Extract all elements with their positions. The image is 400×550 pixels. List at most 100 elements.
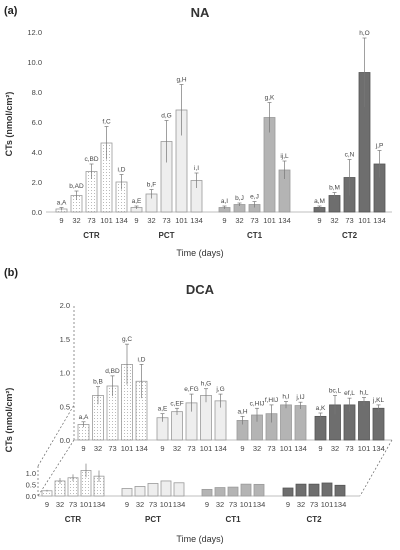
data-label: e,FG xyxy=(184,386,198,393)
x-tick-label-front: 134 xyxy=(93,500,106,509)
data-label: d,BD xyxy=(105,368,120,375)
bar-front xyxy=(240,483,252,497)
x-tick-label: 73 xyxy=(250,216,258,225)
x-tick-label: 9 xyxy=(240,444,244,453)
data-label: a,A xyxy=(57,200,67,207)
bar-front xyxy=(295,483,307,497)
y-tick-label: 4.0 xyxy=(32,148,42,157)
panel-b-xlabel: Time (days) xyxy=(176,534,223,544)
y-tick-label-front: 0.0 xyxy=(26,492,36,501)
x-tick-label-front: 32 xyxy=(136,500,144,509)
x-tick-label-front: 134 xyxy=(173,500,186,509)
x-tick-label: 134 xyxy=(190,216,203,225)
data-label: c,N xyxy=(345,152,355,159)
group-label: CT1 xyxy=(225,515,241,524)
data-label: j,P xyxy=(375,143,384,150)
data-label: g,K xyxy=(265,95,275,102)
data-label: j,KL xyxy=(372,397,385,404)
y-tick-label: 12.0 xyxy=(27,28,42,37)
bar-front xyxy=(134,486,146,497)
bar xyxy=(358,401,370,441)
x-tick-label: 9 xyxy=(318,444,322,453)
x-tick-label-front: 134 xyxy=(253,500,266,509)
x-tick-label-front: 73 xyxy=(149,500,157,509)
data-label: ef,L xyxy=(344,390,355,397)
x-tick-label: 73 xyxy=(345,444,353,453)
x-tick-label: 73 xyxy=(162,216,170,225)
x-tick-label: 32 xyxy=(173,444,181,453)
panel-b-title: DCA xyxy=(186,282,215,297)
x-tick-label-front: 134 xyxy=(334,500,347,509)
data-label: a,E xyxy=(158,406,168,413)
bar-front xyxy=(253,483,265,497)
data-label: j,G xyxy=(215,386,224,393)
x-tick-label-front: 9 xyxy=(286,500,290,509)
panel-b-ylabel: CTs (nmol/cm²) xyxy=(4,388,14,453)
x-tick-label: 73 xyxy=(267,444,275,453)
data-label: bc,L xyxy=(329,387,342,394)
data-label: g,C xyxy=(122,336,132,343)
x-tick-label: 101 xyxy=(100,216,113,225)
y-tick-label-front: 0.5 xyxy=(26,481,36,490)
data-label: a,I xyxy=(221,198,228,205)
x-tick-label-front: 73 xyxy=(229,500,237,509)
x-tick-label-front: 9 xyxy=(45,500,49,509)
panel-a-title: NA xyxy=(191,5,210,20)
x-tick-label: 9 xyxy=(160,444,164,453)
x-tick-label-front: 9 xyxy=(125,500,129,509)
group-label: PCT xyxy=(145,515,161,524)
group-label: CT2 xyxy=(306,515,322,524)
x-tick-label: 9 xyxy=(134,216,138,225)
y-tick-label: 0.5 xyxy=(60,402,70,411)
bar-front xyxy=(214,487,226,497)
x-tick-label: 32 xyxy=(330,216,338,225)
x-tick-label-front: 73 xyxy=(69,500,77,509)
perspective-line xyxy=(359,439,393,497)
bar-front xyxy=(121,488,133,497)
x-tick-label: 32 xyxy=(253,444,261,453)
x-tick-label: 134 xyxy=(278,216,291,225)
x-tick-label: 73 xyxy=(345,216,353,225)
x-tick-label: 73 xyxy=(187,444,195,453)
x-tick-label-front: 32 xyxy=(297,500,305,509)
panel-a-label: (a) xyxy=(4,5,18,17)
data-label: ij,L xyxy=(280,153,289,160)
data-label: e,J xyxy=(250,194,259,201)
x-tick-label: 32 xyxy=(94,444,102,453)
x-tick-label: 32 xyxy=(72,216,80,225)
x-tick-label: 101 xyxy=(121,444,134,453)
y-tick-label: 1.0 xyxy=(60,369,70,378)
y-tick-label-front: 1.0 xyxy=(26,469,36,478)
x-tick-label-front: 9 xyxy=(205,500,209,509)
data-label: a,K xyxy=(316,405,326,412)
data-label: h,G xyxy=(201,381,211,388)
panel-a-ylabel: CTs (nmol/cm²) xyxy=(4,92,14,157)
group-label: PCT xyxy=(159,231,175,240)
panel-a: (a) NA CTs (nmol/cm²) 0.0 2.0 4.0 6.0 8.0 10.… xyxy=(4,5,392,258)
data-label: h,L xyxy=(359,389,368,396)
x-tick-label: 9 xyxy=(59,216,63,225)
x-tick-label: 32 xyxy=(331,444,339,453)
bar-front xyxy=(160,480,172,497)
bar-front xyxy=(334,484,346,497)
data-label: i,I xyxy=(194,165,199,172)
x-tick-label: 101 xyxy=(200,444,213,453)
x-tick-label-front: 73 xyxy=(310,500,318,509)
x-tick-label: 101 xyxy=(358,216,371,225)
x-tick-label: 134 xyxy=(373,216,386,225)
y-tick-label: 6.0 xyxy=(32,118,42,127)
bar-front xyxy=(227,486,239,497)
y-tick-label: 1.5 xyxy=(60,335,70,344)
group-label: CT1 xyxy=(247,231,263,240)
bar xyxy=(294,405,307,441)
data-label: i,D xyxy=(118,167,126,174)
bar-front xyxy=(282,487,294,497)
y-tick-label: 0.0 xyxy=(60,436,70,445)
x-tick-label: 9 xyxy=(222,216,226,225)
data-label: d,G xyxy=(161,113,171,120)
x-tick-label: 9 xyxy=(317,216,321,225)
x-tick-label: 134 xyxy=(135,444,148,453)
bar-front xyxy=(147,483,159,497)
panel-b-label: (b) xyxy=(4,267,18,279)
panel-b-y-axis: 0.0 0.5 1.0 1.5 2.0 0.0 0.5 1.0 xyxy=(26,301,70,501)
